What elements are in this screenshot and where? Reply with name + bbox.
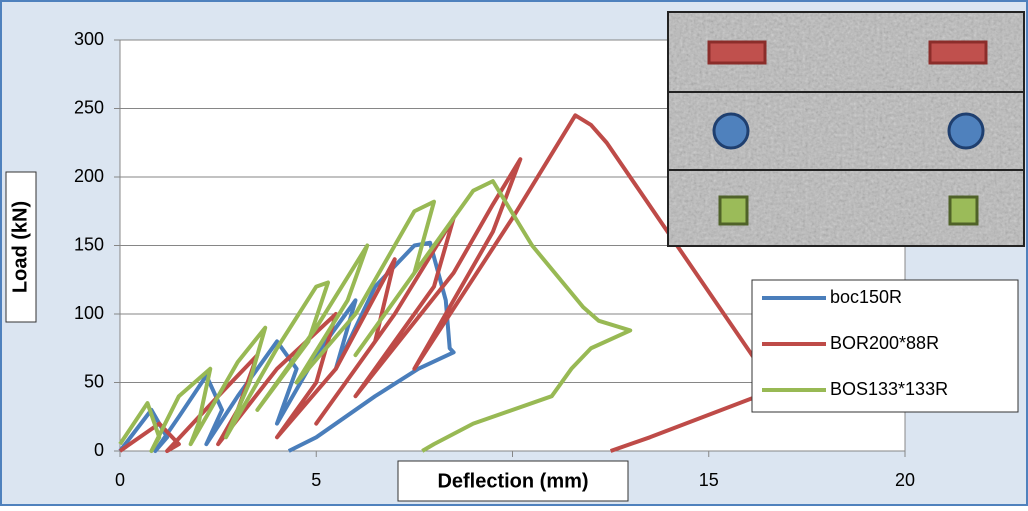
round-bar [947, 112, 985, 150]
legend-label: boc150R [830, 287, 902, 307]
rect-bar [707, 40, 767, 65]
square-bar [948, 195, 979, 226]
round-bar [712, 112, 750, 150]
y-axis-title-text: Load (kN) [9, 201, 31, 293]
y-tick-label: 150 [74, 234, 104, 254]
y-tick-label: 50 [84, 371, 104, 391]
x-tick-label: 5 [311, 470, 321, 490]
y-tick-label: 300 [74, 29, 104, 49]
y-tick-label: 0 [94, 440, 104, 460]
x-axis-title: Deflection (mm) [437, 470, 588, 492]
rect-bar [928, 40, 988, 65]
lines [118, 113, 778, 453]
x-tick-label: 15 [699, 470, 719, 490]
legend-label: BOR200*88R [830, 333, 939, 353]
y-axis-title: Load (kN) [5, 171, 37, 323]
series-line [118, 179, 633, 453]
legend: boc150R BOR200*88R BOS133*133R [751, 279, 1019, 413]
series-line [118, 240, 456, 453]
x-tick-label: 20 [895, 470, 915, 490]
y-tick-label: 100 [74, 303, 104, 323]
y-title-box [5, 171, 37, 323]
y-tick-label: 200 [74, 166, 104, 186]
square-bar [718, 195, 749, 226]
legend-label: BOS133*133R [830, 379, 948, 399]
specimen-image [667, 11, 1025, 247]
x-title-box [397, 460, 629, 502]
x-tick-label: 0 [115, 470, 125, 490]
y-tick-label: 250 [74, 97, 104, 117]
image-border [667, 11, 1025, 247]
